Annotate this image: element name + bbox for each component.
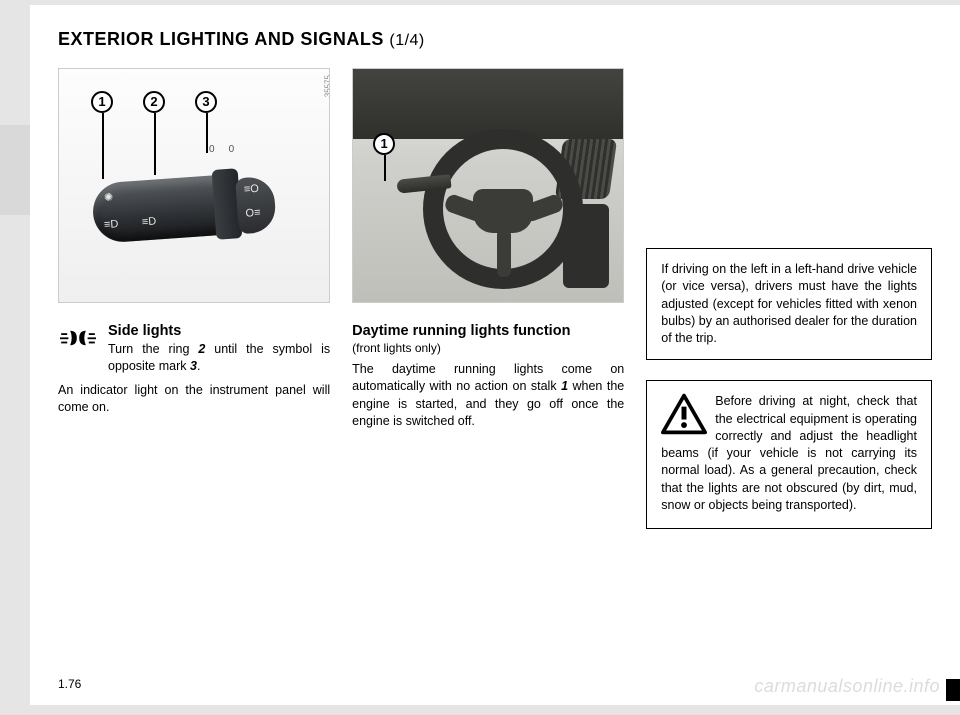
fog-front-icon: ≡O [243,183,259,196]
stalk-tip-graphic: ≡O O≡ [235,176,277,235]
title-part: (1/4) [389,32,424,49]
sidelights-p1a: Turn the ring [108,342,198,356]
steering-wheel-hub [473,189,533,233]
dash-cowl [353,69,623,139]
edge-marker [946,679,960,701]
callout-3: 3 [195,91,217,113]
watermark-text: carmanualsonline.info [754,676,940,697]
manual-page: EXTERIOR LIGHTING AND SIGNALS (1/4) 3557… [30,5,960,705]
page-title: EXTERIOR LIGHTING AND SIGNALS (1/4) [58,29,932,50]
drl-sub: (front lights only) [352,341,624,355]
drl-heading: Daytime running lights function [352,323,624,339]
drl-p1: The daytime running lights come on autom… [352,361,624,430]
chapter-tab [0,125,30,215]
sidelights-ref-3: 3 [190,359,197,373]
column-2: 35561 1 Daytime running lights function … [352,68,624,529]
sidelights-p1: Turn the ring 2 until the symbol is oppo… [108,341,330,376]
note-text: If driving on the left in a left-hand dr… [661,262,917,345]
sidelights-heading-row: Side lights Turn the ring 2 until the sy… [58,323,330,376]
dash-callout-1-leader [384,155,386,181]
column-1: 35575 1 2 3 0 0 ✺ ≡D ≡D ≡O [58,68,330,529]
sidelight-glyph-icon: ✺ [104,190,114,204]
callout-1-leader [102,113,104,179]
sidelights-p2: An indicator light on the instrument pan… [58,382,330,417]
dipped-beam-icon: ≡D [104,218,119,231]
sidelights-heading: Side lights [108,323,330,339]
stalk-position-markers: 0 0 [209,144,234,155]
figure-id-1: 35575 [323,75,330,97]
warning-box: Before driving at night, check that the … [646,380,932,529]
main-beam-icon: ≡D [141,216,156,229]
figure-dashboard: 35561 1 [352,68,624,303]
dash-callout-1: 1 [373,133,395,155]
callout-3-leader [206,113,208,153]
warning-triangle-icon [661,393,707,435]
marker-0b: 0 [229,144,235,155]
drl-block: Daytime running lights function (front l… [352,323,624,430]
sidelights-text-block: Side lights Turn the ring 2 until the sy… [108,323,330,376]
fog-rear-icon: O≡ [245,207,261,220]
marker-0a: 0 [209,144,215,155]
callout-2-leader [154,113,156,175]
content-columns: 35575 1 2 3 0 0 ✺ ≡D ≡D ≡O [58,68,932,529]
column-3: If driving on the left in a left-hand dr… [646,68,932,529]
drl-ref-1: 1 [561,379,568,393]
wheel-spoke-bottom [497,229,511,277]
title-main: EXTERIOR LIGHTING AND SIGNALS [58,29,384,49]
sidelights-symbol-icon [58,323,98,353]
figure-stalk: 35575 1 2 3 0 0 ✺ ≡D ≡D ≡O [58,68,330,303]
callout-2: 2 [143,91,165,113]
sidelights-p1c: . [197,359,200,373]
callout-1: 1 [91,91,113,113]
page-number: 1.76 [58,677,81,691]
note-box: If driving on the left in a left-hand dr… [646,248,932,360]
